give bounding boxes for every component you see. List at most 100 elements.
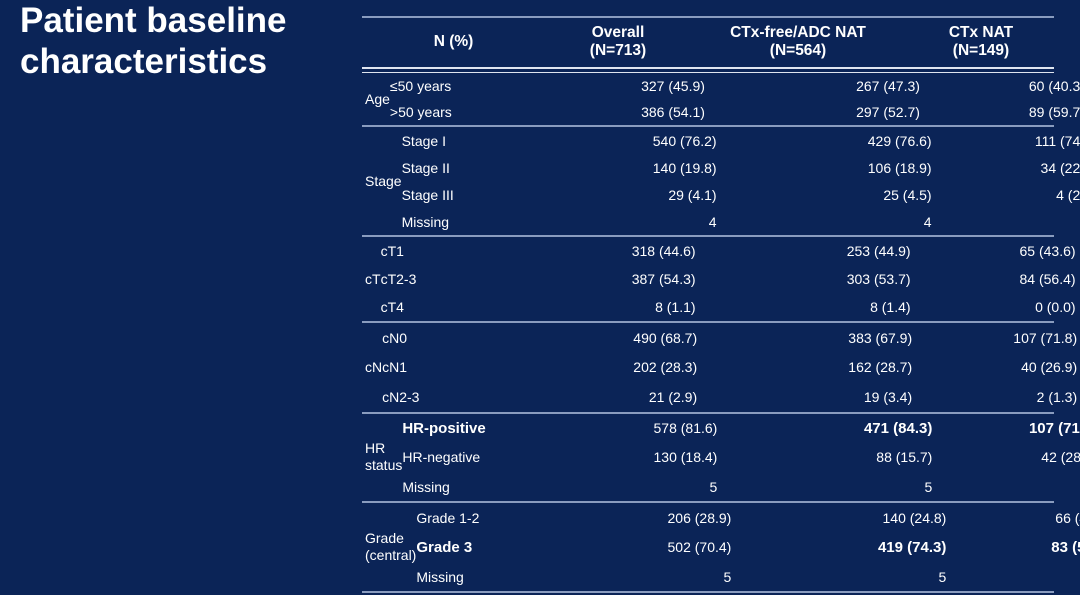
cell-overall: 140 (19.8)	[652, 159, 717, 176]
group-label: Stage	[365, 172, 402, 189]
table-header-row: N (%) Overall (N=713) CTx-free/ADC NAT (N=…	[362, 18, 1054, 66]
table-row: cT2-3 387 (54.3) 303 (53.7) 84 (56.4)	[381, 265, 1076, 293]
cell-ctx-nat: 89 (59.7)	[1028, 104, 1080, 120]
row-label: Missing	[416, 568, 464, 585]
row-label: cT1	[380, 243, 404, 259]
group-divider	[362, 125, 1054, 127]
cell-ctx-nat: 66 (44.3)	[1055, 510, 1080, 527]
header-overall-n: (N=713)	[589, 42, 647, 59]
cell-overall: 490 (68.7)	[633, 329, 698, 346]
table-row: Missing550	[416, 562, 1080, 591]
row-label: Grade 3	[416, 538, 473, 556]
cell-ctx-free-adc-nat: 25 (4.5)	[883, 186, 932, 203]
cell-ctx-free-adc-nat: 4	[923, 213, 932, 230]
cell-overall: 206 (28.9)	[667, 510, 732, 527]
cell-ctx-nat: 2 (1.3)	[1036, 388, 1078, 405]
cell-ctx-free-adc-nat: 162 (28.7)	[848, 359, 913, 376]
table-row: Missing550	[402, 472, 1080, 501]
group-divider	[362, 235, 1054, 237]
group-divider	[362, 411, 1054, 414]
cell-ctx-nat: 65 (43.6)	[1019, 243, 1076, 259]
header-ctx-nat: CTx NAT (N=149)	[908, 24, 1054, 60]
cell-overall: 318 (44.6)	[631, 243, 696, 259]
table-row: HR-negative 130 (18.4) 88 (15.7) 42 (28.2)	[402, 443, 1080, 472]
cell-ctx-free-adc-nat: 429 (76.6)	[867, 132, 932, 149]
group-divider	[362, 501, 1054, 504]
row-label: Missing	[402, 478, 450, 495]
cell-ctx-free-adc-nat: 5	[924, 478, 933, 495]
cell-ctx-free-adc-nat: 106 (18.9)	[867, 159, 932, 176]
table-row: HR-positive 578 (81.6) 471 (84.3) 107 (71.8…	[402, 414, 1080, 443]
header-overall-title: Overall	[591, 24, 645, 41]
table-row: Missing440	[402, 208, 1080, 235]
cell-overall: 21 (2.9)	[648, 388, 698, 405]
table-row: Stage I 540 (76.2) 429 (76.6) 111 (74.5)	[402, 127, 1080, 154]
header-ctx-free-adc-nat: CTx-free/ADC NAT (N=564)	[688, 24, 908, 60]
header-overall: Overall (N=713)	[548, 24, 688, 60]
cell-ctx-nat: 40 (26.9)	[1021, 359, 1078, 376]
row-label: cT2-3	[380, 271, 417, 287]
group-label: Age	[365, 90, 390, 107]
table-row: Stage II 140 (19.8) 106 (18.9) 34 (22.8)	[402, 154, 1080, 181]
cell-ctx-free-adc-nat: 88 (15.7)	[876, 449, 933, 466]
cell-ctx-free-adc-nat: 19 (3.4)	[863, 388, 913, 405]
table-row: cN1 202 (28.3) 162 (28.7) 40 (26.9)	[382, 353, 1077, 383]
group-label: cT	[365, 270, 381, 287]
cell-ctx-free-adc-nat: 383 (67.9)	[848, 329, 913, 346]
row-label: cN0	[382, 329, 408, 346]
row-label: Stage II	[401, 159, 450, 176]
cell-overall: 202 (28.3)	[633, 359, 698, 376]
row-label: ≤50 years	[389, 78, 452, 94]
group-divider	[362, 591, 1054, 594]
header-ctx-nat-n: (N=149)	[952, 42, 1010, 59]
cell-ctx-free-adc-nat: 419 (74.3)	[877, 538, 947, 556]
cell-ctx-nat: 111 (74.5)	[1034, 132, 1080, 149]
table-row: Grade 3 502 (70.4) 419 (74.3) 83 (55.7)	[416, 533, 1080, 562]
cell-overall: 29 (4.1)	[668, 186, 717, 203]
cell-ctx-free-adc-nat: 5	[938, 568, 947, 585]
row-label: cT4	[380, 299, 404, 315]
group-label: cN	[365, 358, 383, 375]
table-body: Age ≤50 years 327 (45.9) 267 (47.3) 60 (40.3…	[362, 73, 1080, 594]
cell-overall: 386 (54.1)	[641, 104, 705, 120]
row-label: HR-negative	[402, 449, 481, 466]
row-label: cN2-3	[382, 388, 420, 405]
group-label: HR status	[365, 440, 403, 474]
table-group: Age ≤50 years 327 (45.9) 267 (47.3) 60 (40.3…	[362, 73, 1080, 125]
cell-ctx-nat: 84 (56.4)	[1019, 271, 1076, 287]
cell-ctx-nat: 107 (71.8)	[1013, 329, 1078, 346]
row-label: Missing	[401, 213, 450, 230]
cell-overall: 578 (81.6)	[653, 420, 718, 437]
cell-ctx-nat: 107 (71.8)	[1028, 419, 1080, 437]
slide-title: Patient baseline characteristics	[20, 1, 287, 81]
header-ctx-nat-title: CTx NAT	[948, 24, 1014, 41]
cell-ctx-free-adc-nat: 140 (24.8)	[882, 510, 947, 527]
table-row: cN2-3 21 (2.9) 19 (3.4) 2 (1.3)	[382, 382, 1077, 412]
cell-ctx-nat: 0	[932, 214, 1080, 230]
cell-ctx-free-adc-nat: 471 (84.3)	[863, 419, 933, 437]
header-double-rule	[362, 67, 1054, 73]
header-n-percent: N (%)	[433, 33, 474, 50]
table-row: >50 years 386 (54.1) 297 (52.7) 89 (59.7)	[390, 99, 1080, 125]
cell-ctx-nat: 0 (0.0)	[1035, 299, 1076, 315]
table-row: cT1 318 (44.6) 253 (44.9) 65 (43.6)	[381, 237, 1076, 265]
cell-ctx-nat: 0	[946, 569, 1080, 585]
row-label: Stage I	[401, 132, 446, 149]
table-group: Grade (central) Grade 1-2 206 (28.9) 140 (2…	[362, 503, 1080, 591]
cell-ctx-free-adc-nat: 267 (47.3)	[856, 78, 920, 94]
group-label: Grade (central)	[365, 530, 417, 564]
cell-ctx-free-adc-nat: 303 (53.7)	[846, 271, 911, 287]
row-label: Stage III	[401, 186, 454, 203]
table-group: cT cT1 318 (44.6) 253 (44.9) 65 (43.6) cT2-3 3…	[362, 237, 1076, 321]
table-group: HR status HR-positive 578 (81.6) 471 (84.3)…	[362, 414, 1080, 502]
table-group: Stage Stage I 540 (76.2) 429 (76.6) 111 (74.…	[362, 127, 1080, 235]
cell-ctx-nat: 34 (22.8)	[1040, 159, 1080, 176]
row-label: >50 years	[389, 104, 452, 120]
cell-overall: 5	[723, 568, 732, 585]
cell-overall: 4	[708, 213, 717, 230]
cell-overall: 540 (76.2)	[652, 132, 717, 149]
cell-overall: 130 (18.4)	[653, 449, 718, 466]
table-group: cN cN0 490 (68.7) 383 (67.9) 107 (71.8) cN1 20…	[362, 323, 1077, 412]
cell-ctx-free-adc-nat: 253 (44.9)	[846, 243, 911, 259]
baseline-characteristics-table: N (%) Overall (N=713) CTx-free/ADC NAT (N=…	[362, 16, 1080, 594]
